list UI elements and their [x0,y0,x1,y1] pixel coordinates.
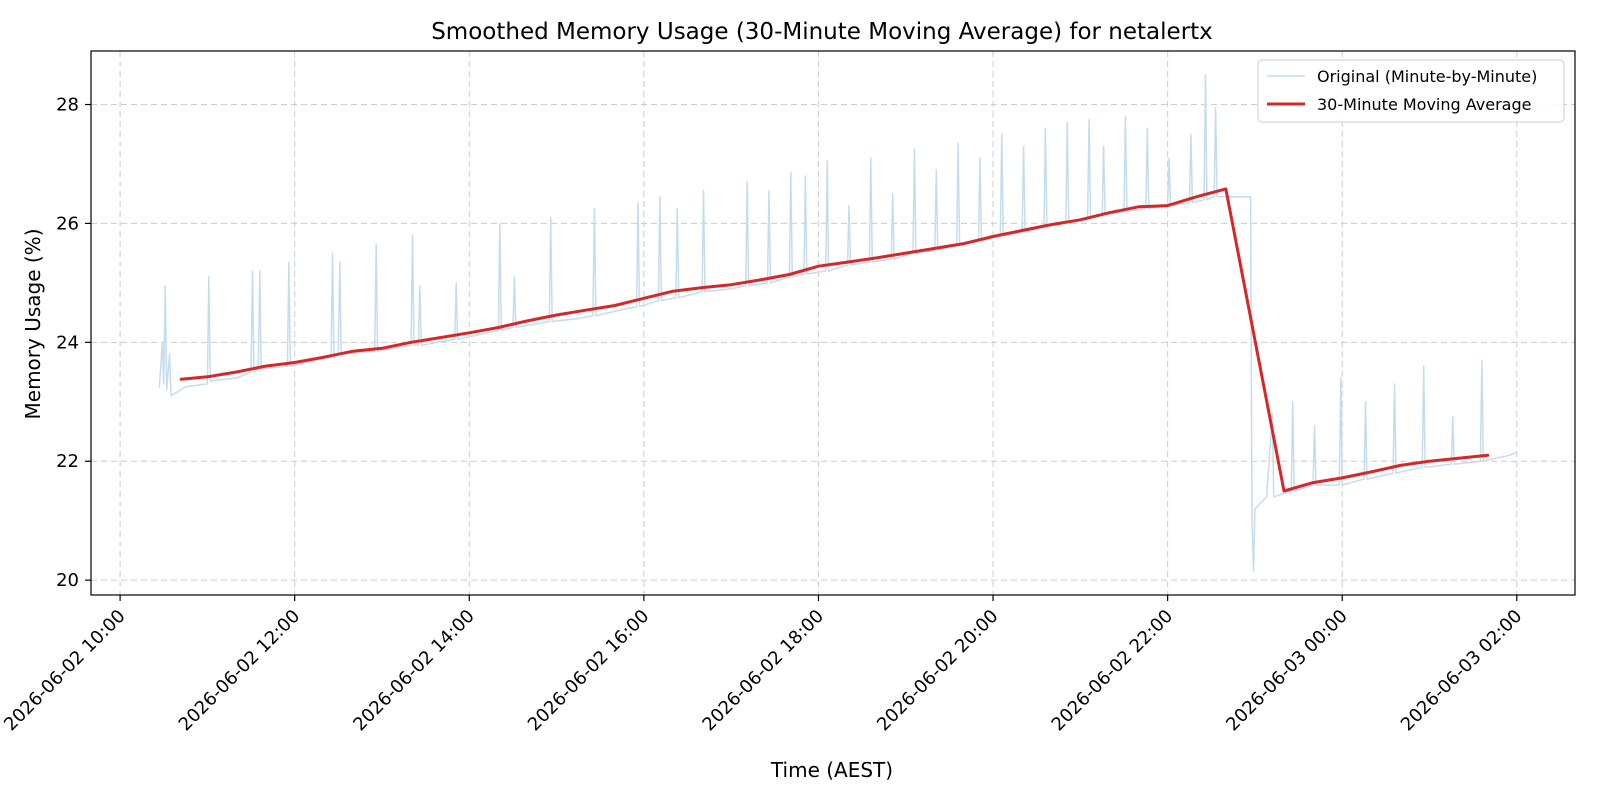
series-line-original [158,74,1518,572]
plot-area-frame [90,50,1576,596]
y-tick-label: 28 [56,95,79,116]
grid-layer [91,51,1575,595]
y-tick-label: 24 [56,332,79,353]
original-series-layer [158,74,1518,572]
legend: Original (Minute-by-Minute) 30-Minute Mo… [1257,59,1565,123]
legend-box [1257,59,1565,123]
legend-label-original: Original (Minute-by-Minute) [1317,67,1537,86]
legend-label-moving-average: 30-Minute Moving Average [1317,95,1531,114]
y-axis-label: Memory Usage (%) [21,229,45,420]
moving-average-series-layer [179,187,1490,493]
y-tick-label: 26 [56,213,79,234]
chart-title: Smoothed Memory Usage (30-Minute Moving … [431,19,1213,45]
x-axis-label: Time (AEST) [770,758,893,782]
y-tick-label: 22 [56,451,79,472]
series-line-moving-average [179,187,1490,493]
y-axis-ticks: 20 22 24 26 28 [56,95,91,591]
y-tick-label: 20 [56,570,79,591]
